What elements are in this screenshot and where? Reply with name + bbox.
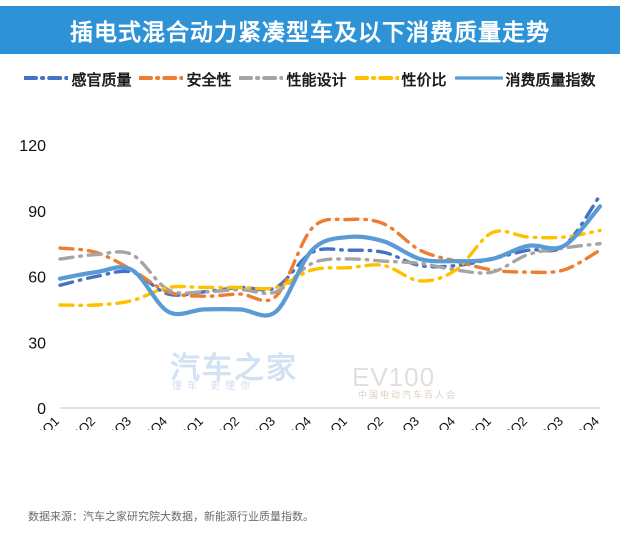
series-line-2 xyxy=(58,217,602,303)
x-axis-tick-label: 2019Q4 xyxy=(127,414,170,430)
x-axis-tick-label: 2020Q2 xyxy=(199,414,242,430)
x-axis-tick-label: 2020Q4 xyxy=(271,414,314,430)
x-axis-tick-label: 2022Q2 xyxy=(487,414,530,430)
legend-swatch-icon xyxy=(353,70,400,88)
legend-item-3[interactable]: 性能设计 xyxy=(238,69,347,90)
x-axis-tick-label: 2019Q2 xyxy=(55,414,98,430)
legend-item-5[interactable]: 消费质量指数 xyxy=(453,69,596,90)
y-axis-tick-label: 120 xyxy=(19,138,46,155)
chart-plot-area: 03060901202019Q12019Q22019Q32019Q42020Q1… xyxy=(0,100,620,457)
y-axis-tick-label: 30 xyxy=(28,335,46,352)
x-axis-tick-label: 2022Q4 xyxy=(559,414,602,430)
legend-swatch-icon xyxy=(238,70,285,88)
legend-item-1[interactable]: 感官质量 xyxy=(23,69,132,90)
x-axis-tick-label: 2020Q1 xyxy=(163,414,206,430)
x-axis-tick-label: 2021Q2 xyxy=(343,414,386,430)
legend-item-2[interactable]: 安全性 xyxy=(138,69,232,90)
legend-label: 性能设计 xyxy=(286,70,347,89)
x-axis-tick-label: 2020Q3 xyxy=(235,414,278,430)
legend-label: 性价比 xyxy=(401,70,447,89)
legend-swatch-icon xyxy=(23,70,70,88)
series-line-3 xyxy=(58,241,602,296)
legend-label: 安全性 xyxy=(186,70,232,89)
header-bar: 插电式混合动力紧凑型车及以下消费质量走势 xyxy=(0,6,620,54)
series-line-5 xyxy=(57,204,603,318)
x-axis-tick-label: 2019Q3 xyxy=(91,414,134,430)
x-axis-tick-label: 2021Q1 xyxy=(307,414,350,430)
source-note: 数据来源：汽车之家研究院大数据，新能源行业质量指数。 xyxy=(28,510,314,523)
legend-swatch-icon xyxy=(453,70,504,88)
y-axis-tick-label: 60 xyxy=(28,270,46,287)
x-axis-tick-label: 2021Q4 xyxy=(415,414,458,430)
legend-label: 消费质量指数 xyxy=(505,70,596,89)
legend-swatch-icon xyxy=(138,70,185,88)
x-axis-tick-label: 2022Q1 xyxy=(451,414,494,430)
line-chart-svg: 03060901202019Q12019Q22019Q32019Q42020Q1… xyxy=(19,138,603,457)
legend-label: 感官质量 xyxy=(71,70,132,89)
page-title: 插电式混合动力紧凑型车及以下消费质量走势 xyxy=(70,20,550,46)
legend-item-4[interactable]: 性价比 xyxy=(353,69,447,90)
chart-legend: 感官质量 安全性 性能设计 性价比 消费质量指数 xyxy=(0,62,620,96)
y-axis-tick-label: 90 xyxy=(28,204,46,221)
x-axis-tick-label: 2021Q3 xyxy=(379,414,422,430)
x-axis-tick-label: 2022Q3 xyxy=(523,414,566,430)
y-axis-tick-label: 0 xyxy=(37,401,46,418)
